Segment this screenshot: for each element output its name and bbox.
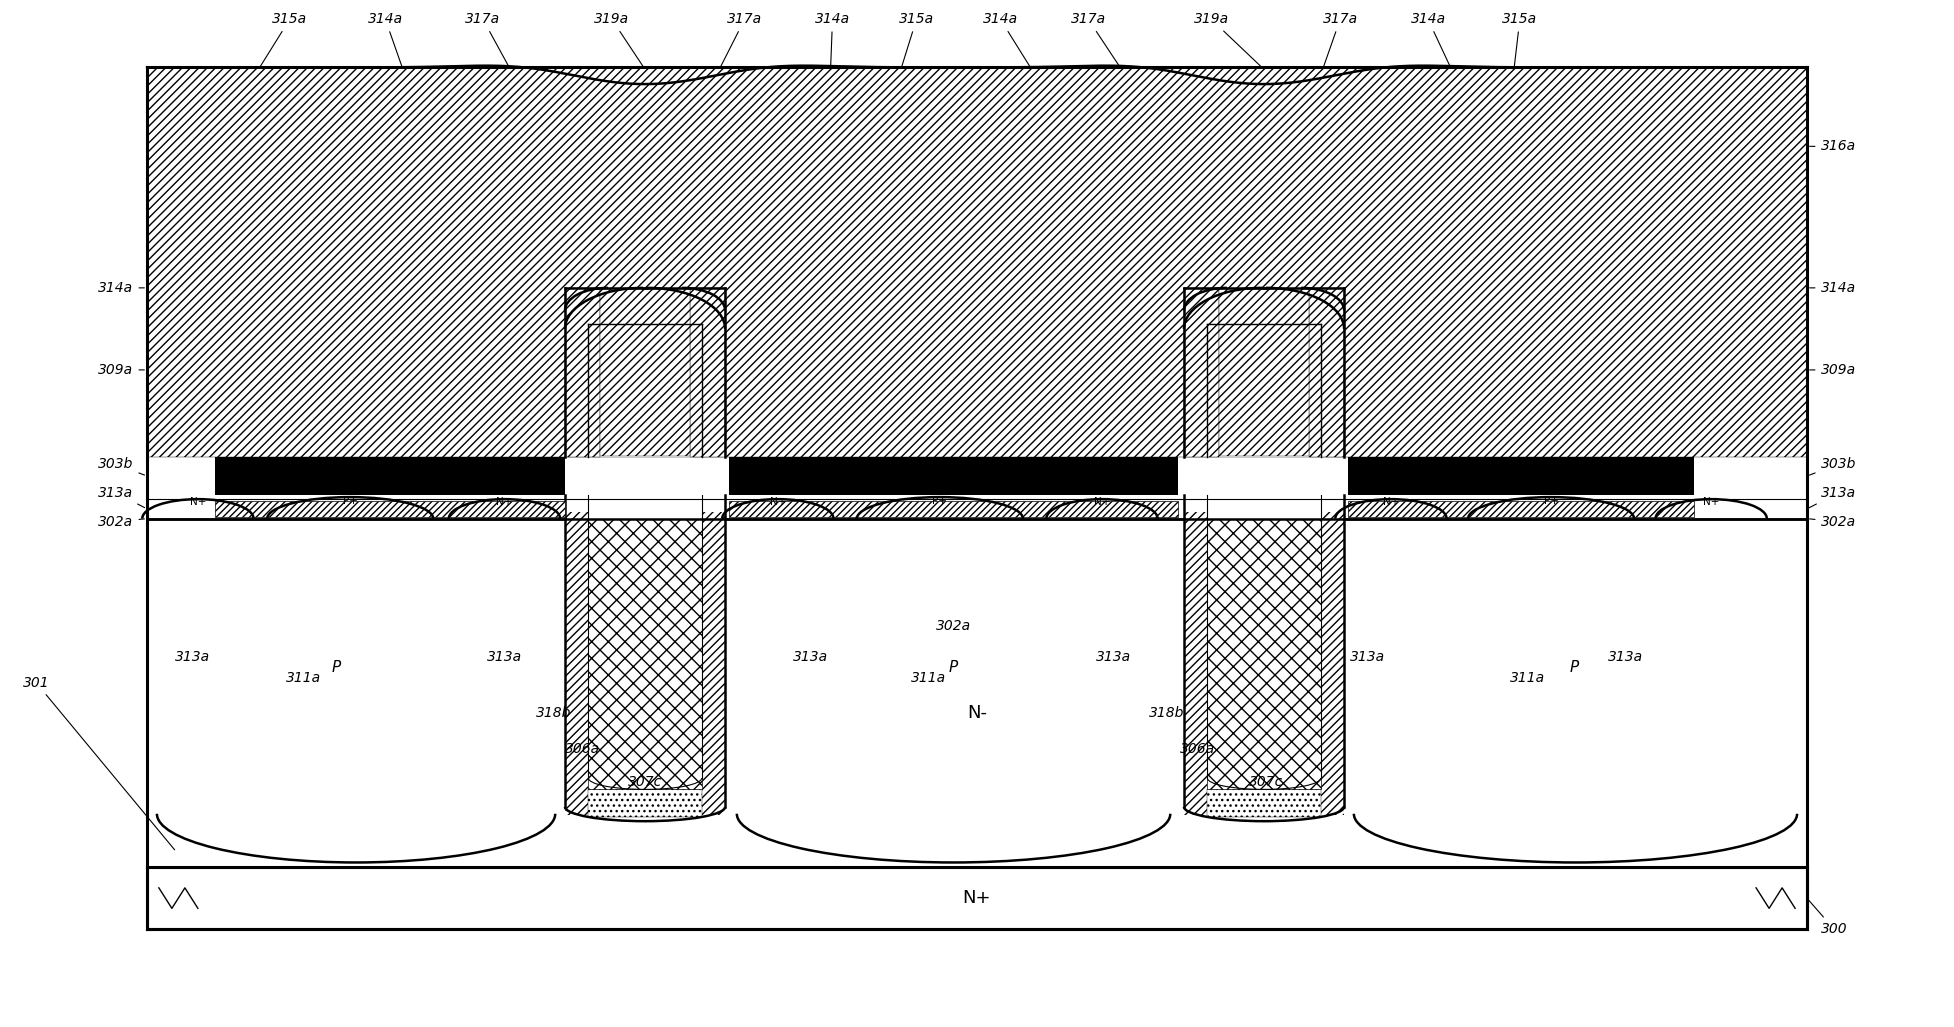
Text: 306a: 306a (1180, 743, 1215, 757)
Bar (690, 288, 725, 457)
Bar (729, 501, 1178, 517)
Text: 313a: 313a (1096, 650, 1131, 664)
Bar (147, 68, 1807, 457)
Text: N+: N+ (190, 497, 205, 507)
Text: 303b: 303b (1809, 457, 1856, 476)
Bar (1208, 519, 1321, 789)
Text: 314a: 314a (367, 12, 403, 67)
Text: N+: N+ (1704, 497, 1720, 507)
Bar (588, 519, 701, 789)
Bar (1184, 512, 1208, 815)
Bar (729, 457, 1178, 495)
Text: 315a: 315a (1503, 12, 1538, 67)
Bar (147, 457, 565, 868)
Text: 300: 300 (1809, 901, 1847, 936)
Text: 314a: 314a (815, 12, 850, 67)
Bar (1348, 457, 1694, 495)
Text: 313a: 313a (487, 650, 522, 664)
Bar (701, 512, 725, 815)
Bar (215, 501, 565, 517)
Text: 313a: 313a (1350, 650, 1385, 664)
Text: 311a: 311a (911, 671, 946, 685)
Text: 316a: 316a (1809, 140, 1856, 153)
Text: N+: N+ (496, 497, 512, 507)
Text: P+: P+ (932, 496, 948, 505)
Text: 315a: 315a (260, 12, 307, 67)
Bar (1309, 288, 1344, 457)
Bar (727, 457, 1180, 868)
Bar (565, 288, 600, 457)
Text: 313a: 313a (1608, 650, 1643, 664)
Text: 314a: 314a (1411, 12, 1450, 67)
Text: 302a: 302a (1809, 515, 1856, 529)
Bar (565, 518, 725, 822)
Text: 318b: 318b (1149, 707, 1184, 721)
Bar (147, 519, 1807, 868)
Text: 317a: 317a (721, 12, 762, 67)
Bar (588, 789, 701, 817)
Bar (1344, 457, 1807, 868)
Text: 313a: 313a (174, 650, 209, 664)
Text: 315a: 315a (899, 12, 934, 67)
Text: N+: N+ (1094, 497, 1110, 507)
Bar (565, 512, 588, 815)
Text: 303b: 303b (98, 457, 145, 476)
Text: 313a: 313a (1809, 486, 1856, 507)
Text: P+: P+ (342, 496, 358, 505)
Text: 317a: 317a (1323, 12, 1358, 67)
Text: P: P (332, 659, 342, 675)
Text: 311a: 311a (285, 671, 320, 685)
Bar (1321, 512, 1344, 815)
Text: P: P (1569, 659, 1579, 675)
Text: P: P (950, 659, 957, 675)
Text: 319a: 319a (1194, 12, 1262, 68)
Text: 314a: 314a (98, 280, 145, 295)
Bar (1184, 518, 1344, 822)
Bar (1219, 289, 1309, 456)
Text: N+: N+ (1383, 497, 1399, 507)
Text: 301: 301 (23, 676, 174, 849)
Bar (1348, 501, 1694, 517)
Bar (147, 68, 1807, 457)
Text: 314a: 314a (1809, 280, 1856, 295)
Bar (1184, 288, 1219, 457)
Text: 311a: 311a (1510, 671, 1546, 685)
Bar (147, 68, 1807, 928)
Text: 314a: 314a (983, 12, 1030, 67)
Text: 318b: 318b (535, 707, 571, 721)
Text: N-: N- (967, 705, 987, 722)
Text: 302a: 302a (98, 515, 145, 529)
Text: N+: N+ (963, 889, 991, 907)
Bar (147, 868, 1807, 928)
Bar (1208, 789, 1321, 817)
Text: 307c: 307c (1249, 775, 1284, 789)
Bar (588, 288, 701, 457)
Text: 309a: 309a (98, 363, 145, 377)
Bar (215, 457, 565, 495)
Text: 317a: 317a (465, 12, 508, 67)
Bar (600, 289, 690, 456)
Text: 319a: 319a (594, 12, 643, 67)
Bar (1208, 288, 1321, 457)
Text: 313a: 313a (98, 486, 145, 507)
Text: N+: N+ (770, 497, 786, 507)
Text: 302a: 302a (936, 619, 971, 634)
Text: 307c: 307c (627, 775, 662, 789)
Text: 317a: 317a (1071, 12, 1120, 67)
Text: P+: P+ (1544, 496, 1559, 505)
Text: 309a: 309a (1809, 363, 1856, 377)
Text: 306a: 306a (565, 743, 600, 757)
Text: 313a: 313a (793, 650, 828, 664)
